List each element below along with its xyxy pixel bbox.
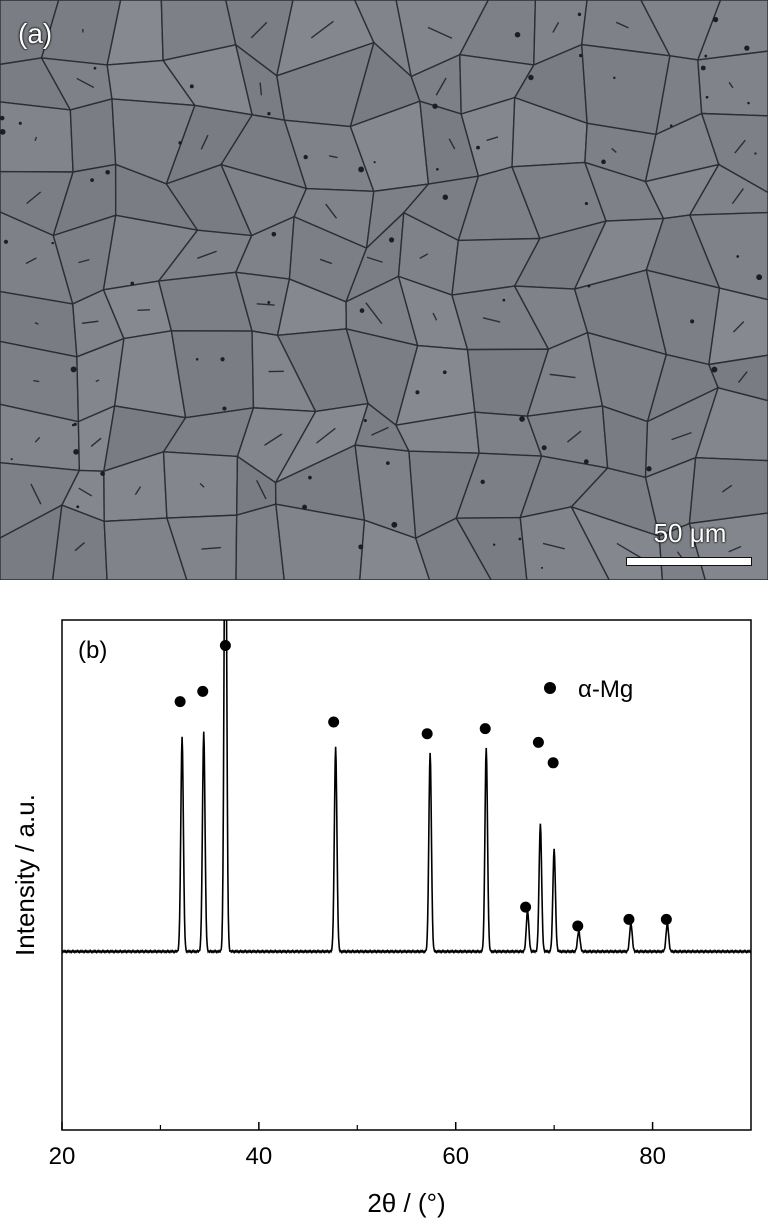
legend-marker <box>544 682 556 694</box>
alpha-mg-peak-marker <box>623 913 635 925</box>
legend-label: α-Mg <box>578 676 633 703</box>
alpha-mg-peak-marker <box>520 901 532 913</box>
x-tick-label: 80 <box>639 1143 666 1170</box>
x-axis-label: 2θ / (°) <box>367 1188 445 1218</box>
grain-boundaries <box>0 0 768 580</box>
alpha-mg-peak-marker <box>197 685 209 697</box>
alpha-mg-peak-marker <box>219 640 231 651</box>
alpha-mg-peak-marker <box>532 736 544 748</box>
alpha-mg-peak-marker <box>328 716 340 728</box>
plot-frame <box>61 619 752 1131</box>
scale-bar <box>626 557 752 566</box>
x-tick-label: 40 <box>246 1143 273 1170</box>
optical-micrograph: (a) 50 μm <box>0 0 768 580</box>
alpha-mg-peak-marker <box>479 723 491 735</box>
panel-label-a: (a) <box>18 18 53 49</box>
alpha-mg-peak-marker <box>572 920 584 932</box>
alpha-mg-peak-marker <box>547 757 559 769</box>
legend: α-Mg <box>544 676 633 703</box>
y-axis-label: Intensity / a.u. <box>10 794 40 956</box>
x-tick-label: 60 <box>442 1143 469 1170</box>
grain-structure-image <box>0 0 768 580</box>
panel-label-b: (b) <box>78 637 107 664</box>
xrd-chart: 20 40 60 80 (b) α-Mg 2θ / (°) Intensity / a.u. <box>10 619 752 1218</box>
xrd-spectrum-line <box>62 620 751 955</box>
scale-bar-label: 50 μm <box>653 518 727 548</box>
alpha-mg-peak-marker <box>174 696 186 708</box>
inclusion-dots <box>0 12 763 569</box>
x-tick-label: 20 <box>49 1143 76 1170</box>
alpha-mg-peak-marker <box>660 913 672 925</box>
alpha-mg-peak-marker <box>421 728 433 740</box>
